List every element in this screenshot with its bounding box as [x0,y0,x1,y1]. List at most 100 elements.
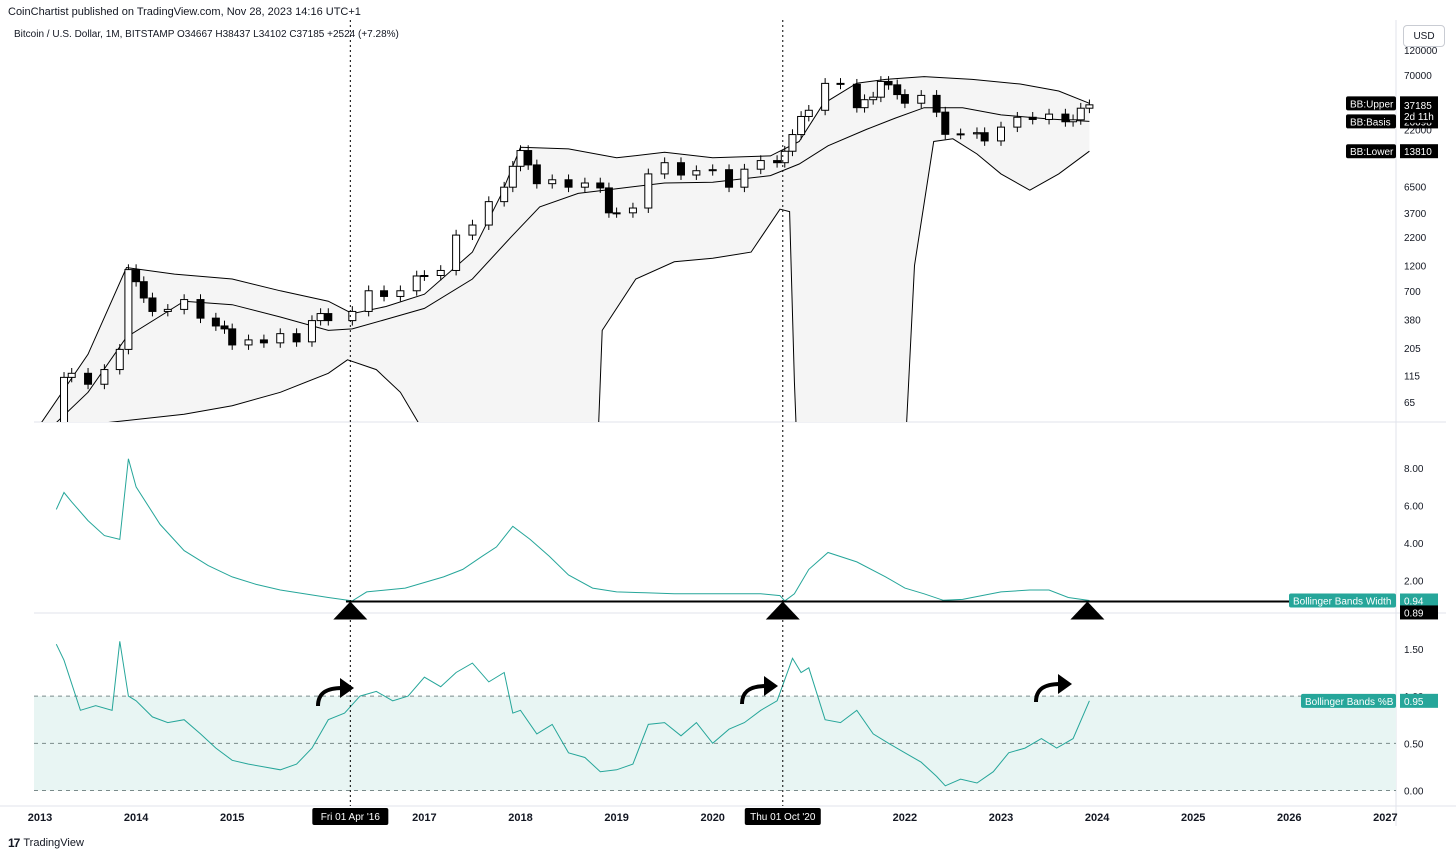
curved-arrow-icon [1034,682,1061,703]
bb-upper-name-tag [1346,96,1396,111]
year-tick-label: 2019 [604,812,628,824]
candle-up [396,290,405,297]
candle-up [997,126,1005,142]
candle-up [452,234,461,271]
candle-down [980,132,989,142]
candle-up [420,274,429,277]
price-tick-label: 2200 [1404,233,1427,244]
bb-basis-name-tag [1346,114,1396,129]
candle-down [1028,116,1037,120]
candle-down [196,299,205,319]
crosshair-date-tag [312,808,389,825]
bb-lower-name-text: BB:Lower [1350,147,1394,158]
candle-down [884,80,893,86]
bb-lower-name-tag [1346,144,1396,159]
year-tick-label: 2023 [989,812,1013,824]
year-tick-label: 2018 [508,812,532,824]
triangle-marker [1070,601,1105,620]
percent-b-tick-label: 0.50 [1404,739,1424,750]
candle-up [348,310,357,322]
candle-up [972,132,981,135]
candle-down [524,150,533,166]
candle-up [797,115,806,136]
width-tick-label: 4.00 [1404,539,1424,550]
candle-up [53,434,60,457]
candle-up [100,369,109,385]
bb-width-pane: 8.00 6.00 4.00 2.00 Bollinger Bands Width 0.9… [55,458,1438,620]
publisher-line: CoinChartist published on TradingView.co… [8,6,361,18]
bb-upper-name-text: BB:Upper [1350,99,1394,110]
curved-arrow-icon [316,686,343,707]
bb-width-line [55,458,1090,602]
bb-basis-line [56,107,1090,422]
year-tick-label: 2027 [1373,812,1397,824]
time-axis: 2013 2014 2015 2017 2018 2019 2020 2022 2023 2024… [28,812,1398,824]
candle-up [364,290,373,312]
last-price-text: 37185 [1404,101,1432,112]
percent-b-line [55,641,1090,787]
candle-up [516,150,525,167]
candle-down [84,372,93,385]
candle-up [869,96,878,101]
year-tick-label: 2015 [220,812,244,824]
candle-up [163,308,172,312]
percent-b-tick-label: 1.50 [1404,645,1424,656]
candle-down [532,164,541,185]
candle-down [932,94,941,113]
candle-up [1069,119,1078,123]
candle-up [628,207,637,214]
price-pane: 1200007000038000220001300065003700220012… [41,46,1438,457]
candle-up [692,170,701,176]
candle-up [468,224,477,236]
price-clip-group [41,76,1094,457]
candle-up [780,150,789,164]
candle-up [821,82,830,111]
candle-down [852,83,861,109]
price-tick-label: 700 [1404,287,1421,298]
year-tick-label: 2017 [412,812,436,824]
last-price-tag [1400,98,1438,123]
bb-width-name-text: Bollinger Bands Width [1293,597,1391,608]
bb-width-value-text: 0.94 [1404,597,1424,608]
bb-upper-line [41,76,1090,422]
candle-up [660,162,669,175]
percent-b-value-tag [1400,693,1438,708]
candle-up [436,269,445,276]
width-tick-label: 6.00 [1404,502,1424,513]
candle-up [67,372,76,378]
year-tick-label: 2022 [893,812,917,824]
candle-down [564,179,573,188]
year-tick-label: 2013 [28,812,52,824]
tradingview-logo-icon: 17 [8,836,20,850]
candle-up [484,201,493,226]
candle-up [180,299,189,310]
candle-down [211,317,220,327]
curved-arrow-head-icon [1058,674,1072,694]
candle-up [612,212,621,215]
width-tick-label: 2.00 [1404,577,1424,588]
candle-up [548,179,557,185]
candle-up [307,320,316,343]
price-tick-label: 22000 [1404,125,1432,136]
currency-button[interactable]: USD [1403,25,1445,47]
candle-down [132,269,141,283]
candle-down [725,169,734,188]
price-tick-label: 65 [1404,398,1416,409]
candle-up [244,339,253,346]
threshold-value-tag [1400,605,1438,620]
year-tick-label: 2025 [1181,812,1205,824]
candle-up [804,109,813,117]
tradingview-brand[interactable]: 17 TradingView [8,836,84,850]
candle-up [1013,116,1022,128]
price-tick-label: 70000 [1404,71,1432,82]
candle-down [380,290,389,297]
candle-down [941,111,950,135]
candle-up [60,376,69,422]
candle-down [836,82,845,85]
width-tick-label: 8.00 [1404,464,1424,475]
candle-down [1061,113,1070,123]
candle-down [292,333,301,343]
candle-down [596,182,605,189]
candle-up [788,134,797,152]
